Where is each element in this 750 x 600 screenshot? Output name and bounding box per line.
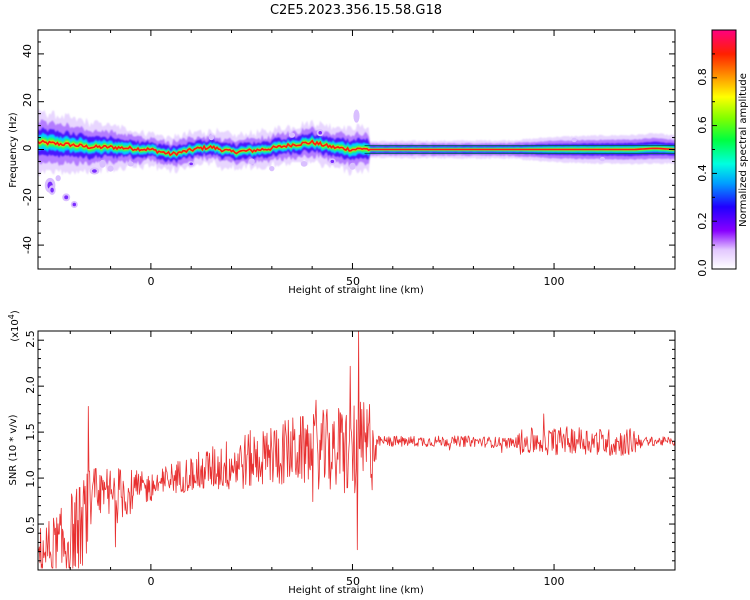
- spectrogram-level-3: [38, 132, 675, 160]
- snr-xtick-1: 50: [346, 575, 360, 588]
- spectrogram-speckle-core-5: [92, 169, 97, 173]
- chart-title: C2E5.2023.356.15.58.G18: [270, 3, 442, 18]
- colorbar: 0.0 0.2 0.4 0.6 0.8 Normalized spectral …: [696, 29, 749, 277]
- cbar-tick-0: 0.0: [696, 259, 709, 277]
- spectrogram-speckle-core-18: [318, 131, 322, 135]
- snr-ytick-3: 2.0: [24, 376, 37, 394]
- snr-xtick-2: 100: [544, 575, 565, 588]
- spectrogram-speckle-15: [349, 162, 356, 170]
- spectrogram-speckle-7: [107, 165, 114, 172]
- spec-ytick-2: 0: [21, 145, 34, 152]
- spectrogram-ridge: [38, 139, 675, 157]
- spectrogram-speckle-17: [288, 132, 296, 138]
- spectrogram-speckle-core-3: [72, 202, 77, 207]
- spec-ytick-3: -20: [21, 188, 34, 206]
- spectrogram-speckle-6: [99, 159, 106, 168]
- spec-xlabel: Height of straight line (km): [288, 285, 424, 296]
- snr-scale-exponent: 4: [7, 314, 16, 319]
- spectrogram-speckle-16: [208, 134, 215, 141]
- spectrogram-panel: 0 50 100 40 20 0 -20 -40 Height of strai…: [8, 29, 676, 296]
- cbar-tick-4: 0.8: [696, 68, 709, 86]
- snr-series-line: [38, 331, 675, 569]
- spectrogram-speckle-11: [269, 165, 275, 172]
- spectrogram-plot: [38, 108, 675, 208]
- spec-xtick-2: 100: [544, 275, 565, 288]
- snr-ytick-4: 2.5: [24, 330, 37, 348]
- cbar-tick-2: 0.4: [696, 164, 709, 182]
- snr-ylabel: SNR (10 * v/v): [8, 414, 19, 485]
- spectrogram-speckle-10: [248, 158, 255, 165]
- cbar-label: Normalized spectral amplitude: [738, 73, 749, 227]
- snr-panel: 0 50 100 0.5 1.0 1.5 2.0 2.5 Height of s…: [7, 310, 676, 596]
- spectrogram-speckle-core-2: [64, 195, 69, 200]
- snr-scale-label: (x104): [7, 310, 21, 342]
- spectrogram-level-4: [38, 136, 675, 158]
- spectrogram-speckle-20: [599, 156, 606, 162]
- snr-scale-close: ): [10, 310, 21, 314]
- snr-ytick-0: 0.5: [24, 516, 37, 534]
- spectrogram-speckle-8: [127, 161, 134, 167]
- colorbar-gradient: [712, 30, 736, 269]
- spec-xtick-1: 50: [346, 275, 360, 288]
- spectrogram-speckle-14: [353, 109, 360, 123]
- cbar-tick-1: 0.2: [696, 212, 709, 230]
- spectrogram-ticks: [38, 29, 676, 270]
- snr-scale-base: (x10: [10, 319, 21, 342]
- spectrogram-speckle-core-1: [50, 187, 54, 193]
- spec-ytick-0: 40: [21, 44, 34, 58]
- snr-ticks: [38, 330, 676, 571]
- spec-ytick-1: 20: [21, 93, 34, 107]
- snr-xlabel: Height of straight line (km): [288, 585, 424, 596]
- spec-xtick-0: 0: [148, 275, 155, 288]
- spectrogram-speckle-12: [300, 160, 308, 167]
- spectrogram-speckle-4: [55, 175, 61, 182]
- spec-ylabel: Frequency (Hz): [8, 112, 19, 188]
- cbar-tick-3: 0.6: [696, 116, 709, 134]
- spectrogram-speckle-core-13: [330, 159, 335, 163]
- spec-ytick-4: -40: [21, 236, 34, 254]
- snr-xtick-0: 0: [148, 575, 155, 588]
- spectrogram-speckle-core-9: [189, 162, 193, 166]
- spectrogram-speckle-19: [571, 137, 577, 143]
- snr-ytick-1: 1.0: [24, 470, 37, 488]
- snr-ytick-2: 1.5: [24, 423, 37, 441]
